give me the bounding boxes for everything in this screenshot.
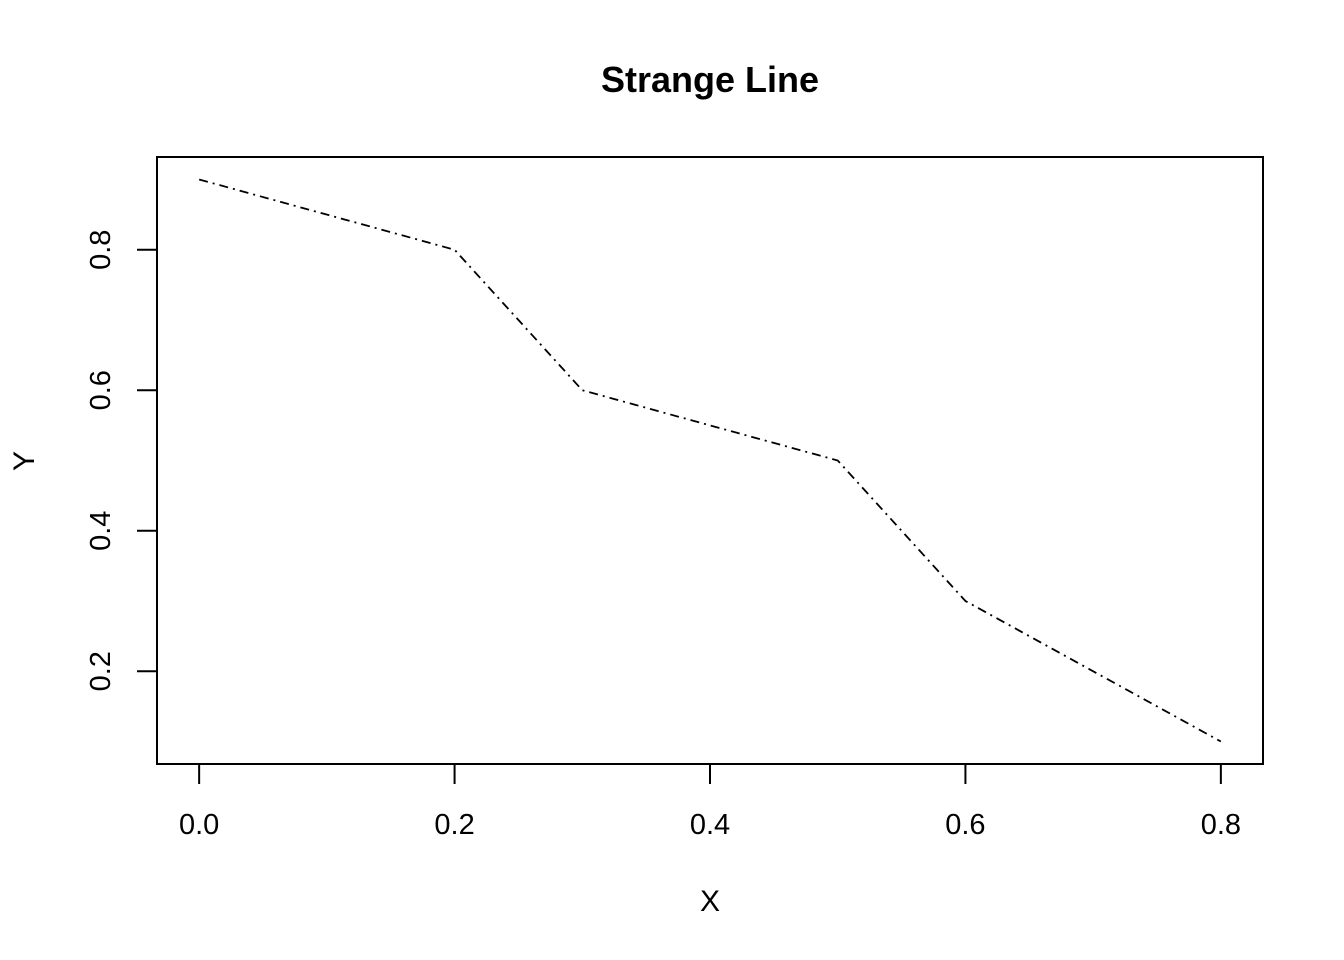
x-axis-label: X bbox=[700, 885, 720, 918]
y-tick-label: 0.8 bbox=[85, 230, 117, 270]
x-tick-label: 0.4 bbox=[690, 809, 730, 841]
x-tick-label: 0.6 bbox=[945, 809, 985, 841]
x-tick-label: 0.2 bbox=[434, 809, 474, 841]
y-axis-label: Y bbox=[8, 451, 41, 471]
y-tick-label: 0.2 bbox=[85, 651, 117, 691]
x-tick-label: 0.0 bbox=[179, 809, 219, 841]
chart-title: Strange Line bbox=[601, 59, 819, 100]
y-axis: 0.2 0.4 0.6 0.8 bbox=[85, 230, 158, 691]
x-tick-label: 0.8 bbox=[1201, 809, 1241, 841]
series-layer bbox=[198, 178, 1222, 743]
y-tick-label: 0.4 bbox=[85, 511, 117, 551]
series-line bbox=[198, 178, 1222, 743]
plot-frame bbox=[156, 156, 1264, 765]
x-axis: 0.0 0.2 0.4 0.6 0.8 bbox=[179, 763, 1241, 841]
y-tick-label: 0.6 bbox=[85, 370, 117, 410]
